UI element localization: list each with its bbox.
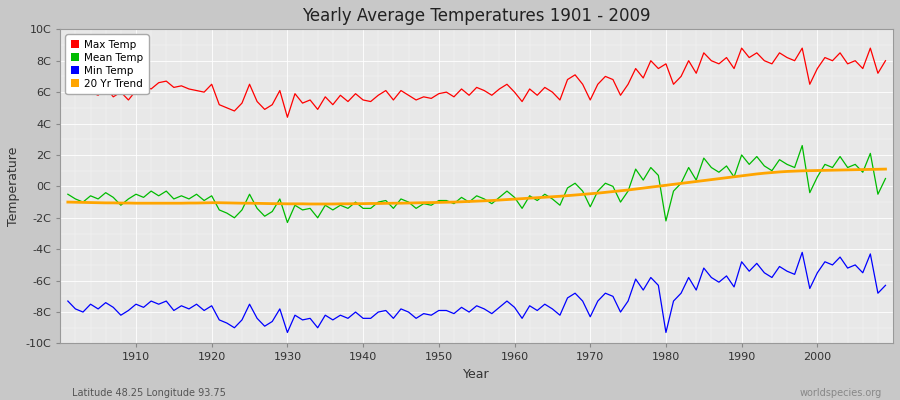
Legend: Max Temp, Mean Temp, Min Temp, 20 Yr Trend: Max Temp, Mean Temp, Min Temp, 20 Yr Tre…: [66, 34, 148, 94]
X-axis label: Year: Year: [464, 368, 490, 381]
Text: worldspecies.org: worldspecies.org: [800, 388, 882, 398]
Text: Latitude 48.25 Longitude 93.75: Latitude 48.25 Longitude 93.75: [72, 388, 226, 398]
Title: Yearly Average Temperatures 1901 - 2009: Yearly Average Temperatures 1901 - 2009: [302, 7, 651, 25]
Y-axis label: Temperature: Temperature: [7, 147, 20, 226]
